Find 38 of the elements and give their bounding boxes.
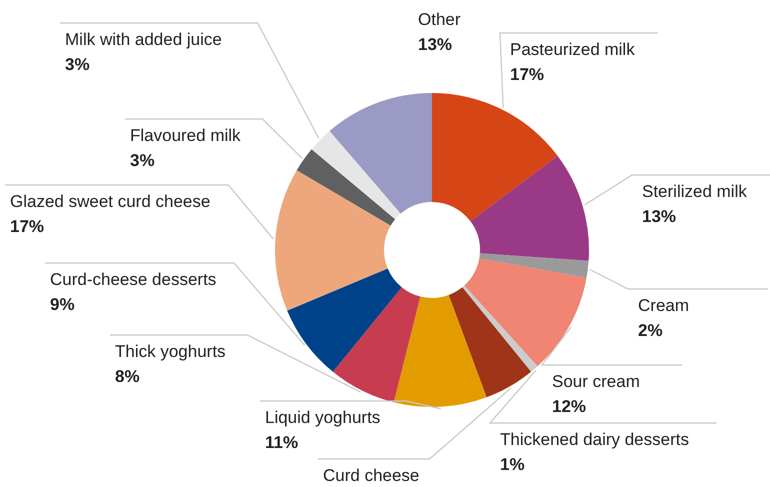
donut-slice xyxy=(332,287,420,402)
slice-label: Thick yoghurts xyxy=(115,342,226,361)
donut-slice xyxy=(296,149,396,226)
data-label: 17% xyxy=(10,217,44,236)
slice-label: Milk with added juice xyxy=(65,30,222,49)
donut-slice xyxy=(470,156,589,261)
slice-label: Flavoured milk xyxy=(130,126,242,145)
donut-slice xyxy=(330,93,432,214)
donut-slice xyxy=(462,286,538,372)
slice-label: Curd-cheese desserts xyxy=(50,270,216,289)
data-label: 17% xyxy=(510,65,544,84)
donut-slice xyxy=(394,295,487,407)
data-label: 13% xyxy=(418,35,452,54)
data-label: 2% xyxy=(638,321,663,340)
slice-label: Sterilized milk xyxy=(642,182,748,201)
slice-label: Other xyxy=(418,10,461,29)
data-label: 3% xyxy=(130,151,155,170)
donut-slice xyxy=(448,287,532,398)
data-label: 1% xyxy=(500,455,525,474)
data-label: 11% xyxy=(265,433,298,452)
data-label: 3% xyxy=(65,55,90,74)
data-label: 13% xyxy=(642,207,676,226)
slice-label: Curd cheese xyxy=(323,466,420,485)
slice-label: Liquid yoghurts xyxy=(265,408,380,427)
donut-slice xyxy=(479,253,589,278)
slice-label: Glazed sweet curd cheese xyxy=(10,192,210,211)
slice-label: Thickened dairy desserts xyxy=(500,430,689,449)
data-label: 12% xyxy=(552,397,586,416)
slice-label: Pasteurized milk xyxy=(510,40,636,59)
data-label: 9% xyxy=(50,295,75,314)
donut-slice xyxy=(287,268,402,372)
data-label: 8% xyxy=(115,367,140,386)
donut-slice xyxy=(432,93,558,222)
slice-label: Sour cream xyxy=(552,372,640,391)
slice-label: Cream xyxy=(638,296,690,315)
donut-slice xyxy=(312,130,401,220)
donut-slice xyxy=(464,258,587,366)
donut-slice xyxy=(275,170,391,311)
